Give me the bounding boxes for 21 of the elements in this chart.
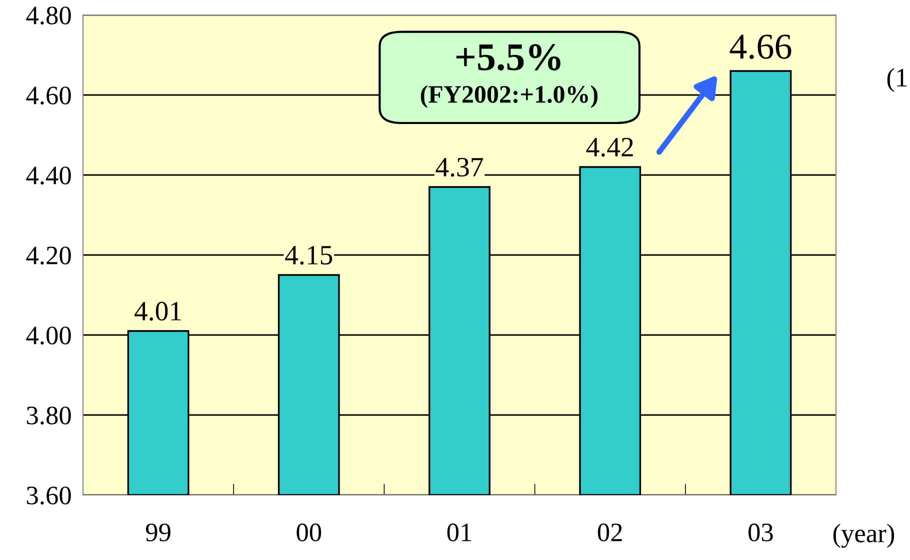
data-label: 4.15 bbox=[285, 246, 332, 265]
y-tick-label: 4.20 bbox=[26, 246, 71, 265]
annotation: (FY2002:+1.0%) bbox=[420, 85, 598, 108]
y-tick-label: 4.00 bbox=[26, 326, 71, 345]
x-tick-label: 01 bbox=[447, 524, 472, 542]
y-tick-label: 3.60 bbox=[26, 486, 71, 505]
data-label: 4.01 bbox=[134, 302, 181, 321]
x-tick-label: 99 bbox=[146, 524, 170, 542]
data-label: 4.37 bbox=[436, 158, 484, 177]
annotation: +5.5% bbox=[456, 44, 560, 71]
x-tick-label: 03 bbox=[748, 524, 773, 542]
x-axis-title: (year) bbox=[833, 524, 894, 548]
y-tick-label: 3.80 bbox=[26, 406, 71, 425]
x-tick-label: 00 bbox=[296, 524, 322, 542]
data-label: 4.66 bbox=[730, 34, 792, 60]
x-tick-label: 02 bbox=[598, 524, 622, 542]
text: (1 bbox=[887, 68, 907, 92]
y-tick-label: 4.40 bbox=[26, 166, 71, 185]
y-tick-label: 4.60 bbox=[26, 86, 71, 105]
data-label: 4.42 bbox=[586, 138, 633, 157]
y-tick-label: 4.80 bbox=[26, 6, 71, 25]
